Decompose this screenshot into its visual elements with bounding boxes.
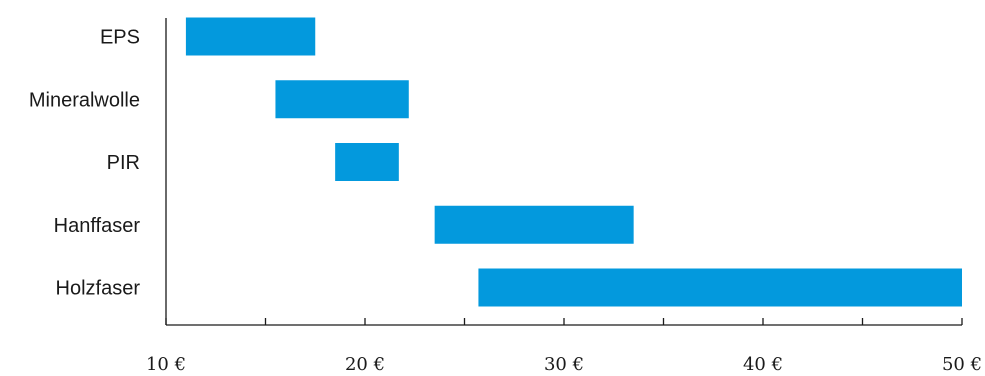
category-label: Hanffaser [54,215,141,237]
category-label: Mineralwolle [29,89,140,111]
x-axis [165,318,963,326]
x-tick-label: 40 € [743,354,783,375]
category-label: Holzfaser [56,278,141,300]
bars [185,17,962,307]
x-tick-labels: 10 € 20 € 30 € 40 € 50 € [146,354,982,375]
range-bar-eps [185,17,316,56]
category-label: PIR [107,152,140,174]
range-bar-holzfaser [478,268,962,307]
category-label: EPS [100,27,140,49]
range-bar-pir [335,143,399,181]
x-tick-label: 30 € [544,354,584,375]
category-labels: EPS Mineralwolle PIR Hanffaser Holzfaser [29,27,140,300]
x-tick-label: 10 € [146,354,186,375]
range-bar-mineralwolle [275,80,409,119]
x-tick-label: 50 € [942,354,982,375]
x-tick-label: 20 € [345,354,385,375]
range-bar-hanffaser [434,205,634,244]
